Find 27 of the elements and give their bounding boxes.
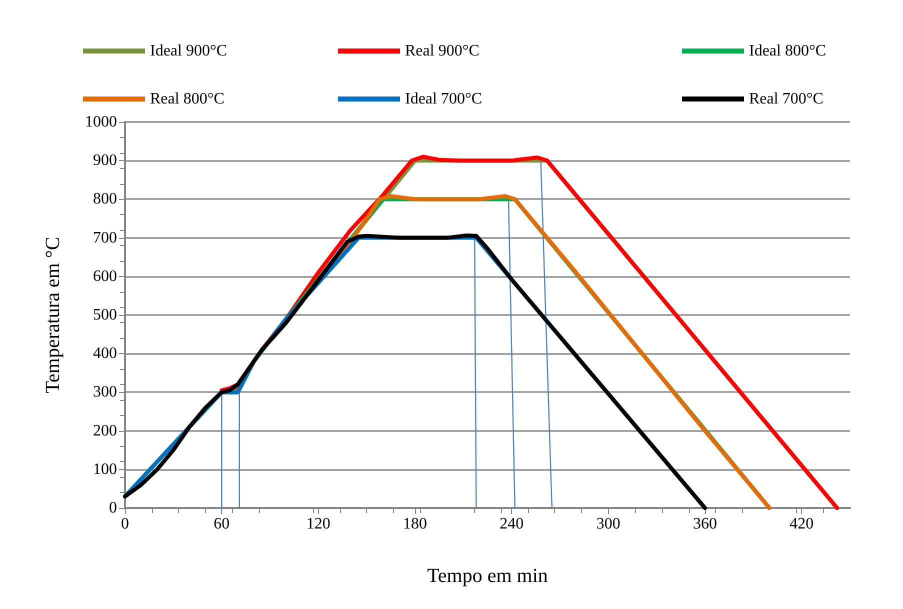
y-tick-label: 200: [93, 422, 117, 440]
y-tick-label: 400: [93, 345, 117, 362]
x-tick-label: 180: [403, 516, 427, 532]
legend-label: Real 700°C: [749, 90, 824, 108]
x-tick-label: 360: [693, 516, 717, 532]
x-tick-label: 120: [306, 516, 330, 532]
legend-label: Real 900°C: [405, 42, 480, 60]
legend-label: Ideal 900°C: [150, 42, 228, 60]
y-tick-label: 700: [93, 229, 117, 246]
x-tick-label: 300: [596, 516, 620, 532]
x-tick-label: 0: [121, 516, 129, 532]
y-tick-label: 100: [93, 460, 117, 478]
x-tick-label: 60: [214, 516, 230, 532]
y-tick-label: 300: [93, 384, 117, 401]
y-tick-label: 900: [93, 152, 117, 170]
legend-label: Real 800°C: [150, 90, 224, 108]
y-axis-title: Temperatura em °C: [42, 236, 64, 394]
y-tick-label: 1000: [85, 114, 117, 130]
x-tick-label: 240: [500, 516, 524, 532]
x-axis-title: Tempo em min: [427, 565, 548, 587]
legend-label: Ideal 800°C: [749, 42, 826, 60]
y-tick-label: 500: [93, 306, 117, 324]
y-tick-label: 600: [93, 268, 117, 285]
legend-label: Ideal 700°C: [405, 90, 482, 108]
x-tick-label: 420: [790, 516, 814, 532]
y-tick-label: 0: [109, 500, 117, 516]
y-tick-label: 800: [93, 190, 117, 208]
